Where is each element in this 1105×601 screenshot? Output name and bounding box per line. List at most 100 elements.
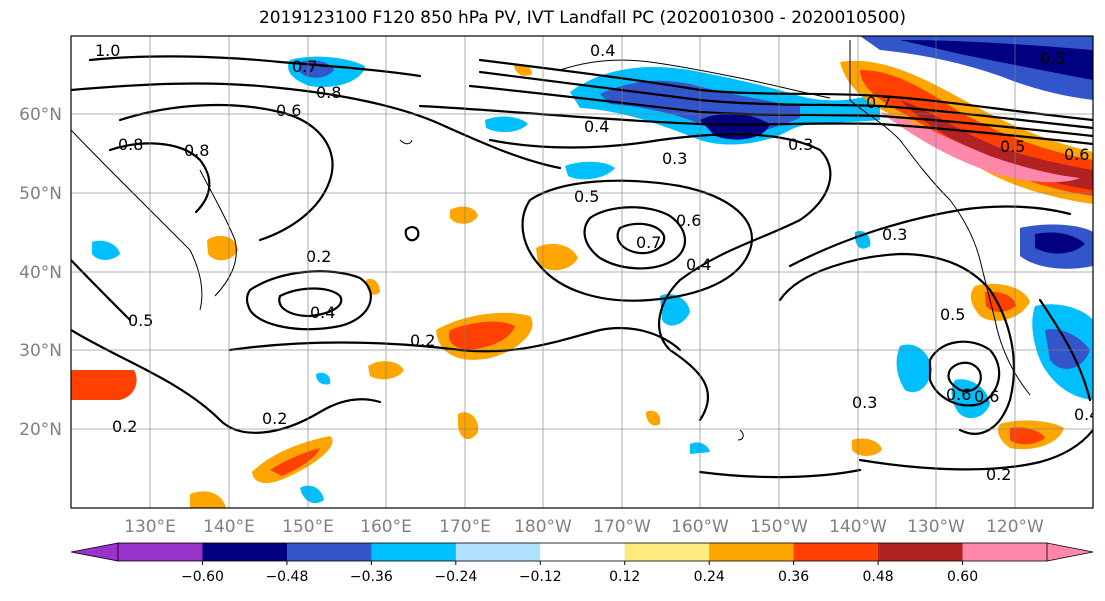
colorbar-swatch (286, 543, 372, 561)
lon-label: 120°W (986, 517, 1044, 537)
pv-negative-region (700, 113, 770, 140)
lon-label: 130°E (124, 517, 176, 537)
contour-label: 0.3 (788, 135, 813, 154)
colorbar-swatch (371, 543, 457, 561)
lon-label: 180°W (514, 517, 572, 537)
pv-positive-region (646, 410, 661, 426)
colorbar-extend-high (1046, 542, 1094, 562)
pv-negative-region (1035, 232, 1085, 254)
contour-label: 0.5 (1040, 49, 1065, 68)
pv-negative-region (896, 344, 932, 393)
contour-label: 0.8 (316, 83, 341, 102)
lon-label: 150°W (750, 517, 808, 537)
colorbar-swatch (202, 543, 288, 561)
contour-label: 0.6 (676, 211, 701, 230)
contour-label: 0.4 (584, 117, 609, 136)
lat-label: 30°N (19, 341, 62, 361)
colorbar-swatch (624, 543, 710, 561)
pv-negative-region (565, 161, 615, 180)
contour-label: 0.6 (276, 101, 301, 120)
contour-label: 0.7 (292, 57, 317, 76)
pv-shading (71, 36, 1093, 508)
contour-label: 1.0 (95, 41, 120, 60)
lat-label: 60°N (19, 105, 62, 125)
colorbar-tick-label: 0.12 (609, 569, 640, 585)
pv-positive-region (190, 491, 226, 508)
map-title: 2019123100 F120 850 hPa PV, IVT Landfall… (258, 8, 906, 28)
colorbar-tick-label: −0.48 (265, 569, 308, 585)
lat-label: 20°N (19, 420, 62, 440)
lon-label: 150°E (282, 517, 334, 537)
pv-positive-region (450, 206, 478, 224)
colorbar-swatch (878, 543, 964, 561)
coastlines (71, 40, 1031, 441)
pv-positive-region (536, 243, 578, 271)
colorbar-tick-label: 0.24 (694, 569, 725, 585)
colorbar-tick-label: −0.36 (350, 569, 393, 585)
contour-label: 0.3 (882, 225, 907, 244)
latitude-labels: 60°N 50°N 40°N 30°N 20°N (19, 105, 62, 440)
pv-negative-region (485, 116, 528, 133)
lon-label: 130°W (907, 517, 965, 537)
contour-label: 0.2 (112, 417, 137, 436)
colorbar-swatch (793, 543, 879, 561)
pv-negative-region (900, 40, 1093, 80)
pv-negative-region (300, 485, 324, 504)
contour-label: 0.4 (686, 255, 711, 274)
lon-label: 170°W (593, 517, 651, 537)
pv-positive-region (514, 64, 532, 76)
pv-positive-region (458, 412, 479, 440)
pv-positive-region (270, 448, 320, 476)
colorbar-swatch (709, 543, 795, 561)
contour-label: 0.8 (184, 141, 209, 160)
colorbar-extend-low (70, 542, 119, 562)
contour-label: 0.6 (1064, 145, 1089, 164)
contour-label: 0.8 (118, 135, 143, 154)
pv-positive-region (985, 291, 1016, 312)
contour-label: 0.4 (310, 303, 335, 322)
pv-positive-region (852, 438, 882, 456)
colorbar-swatch (962, 543, 1048, 561)
pv-positive-region (1010, 427, 1045, 445)
contour-label: 0.4 (1074, 405, 1099, 424)
colorbar-tick-label: 0.48 (863, 569, 894, 585)
pv-negative-region (1045, 329, 1090, 369)
gridlines (71, 36, 1093, 508)
pv-positive-region (207, 235, 238, 261)
lon-label: 140°W (829, 517, 887, 537)
contour-label: 0.2 (410, 331, 435, 350)
colorbar-frame (117, 542, 1048, 562)
contour-label: 0.5 (128, 311, 153, 330)
colorbar-swatch (118, 543, 203, 561)
contour-label: 0.6 (946, 385, 971, 404)
pv-negative-region (92, 240, 120, 260)
contour-label: 0.2 (986, 465, 1011, 484)
map-content: 1.0 0.7 0.8 0.8 0.8 0.6 0.4 0.4 0.3 0.3 … (71, 36, 1099, 508)
colorbar: −0.60 −0.48 −0.36 −0.24 −0.12 0.12 0.24 0.36 0.4… (70, 542, 1094, 585)
map-frame (70, 35, 1094, 509)
pv-negative-region (316, 372, 331, 385)
contour-label-group: 1.0 0.7 0.8 0.8 0.8 0.6 0.4 0.4 0.3 0.3 … (95, 41, 1099, 484)
colorbar-tick-label: −0.60 (181, 569, 224, 585)
pv-positive-region (900, 100, 1093, 190)
pv-negative-region (951, 379, 990, 419)
contour-label: 0.5 (574, 187, 599, 206)
lat-label: 40°N (19, 263, 62, 283)
contour-label: 0.5 (940, 305, 965, 324)
contour-label: 0.3 (662, 149, 687, 168)
lon-label: 140°E (203, 517, 255, 537)
colorbar-swatch (540, 543, 626, 561)
colorbar-tick-label: 0.36 (778, 569, 809, 585)
colorbar-tick-label: −0.12 (519, 569, 562, 585)
lon-label: 160°E (360, 517, 412, 537)
contour-label: 0.3 (852, 393, 877, 412)
contour-label: 0.2 (262, 409, 287, 428)
pv-positive-region (71, 370, 137, 400)
contour-label: 0.2 (306, 247, 331, 266)
colorbar-tick-label: −0.24 (434, 569, 477, 585)
contour-label: 0.5 (1000, 137, 1025, 156)
lon-label: 170°E (439, 517, 491, 537)
pv-positive-region (880, 112, 1080, 183)
contour-label: 0.7 (636, 233, 661, 252)
